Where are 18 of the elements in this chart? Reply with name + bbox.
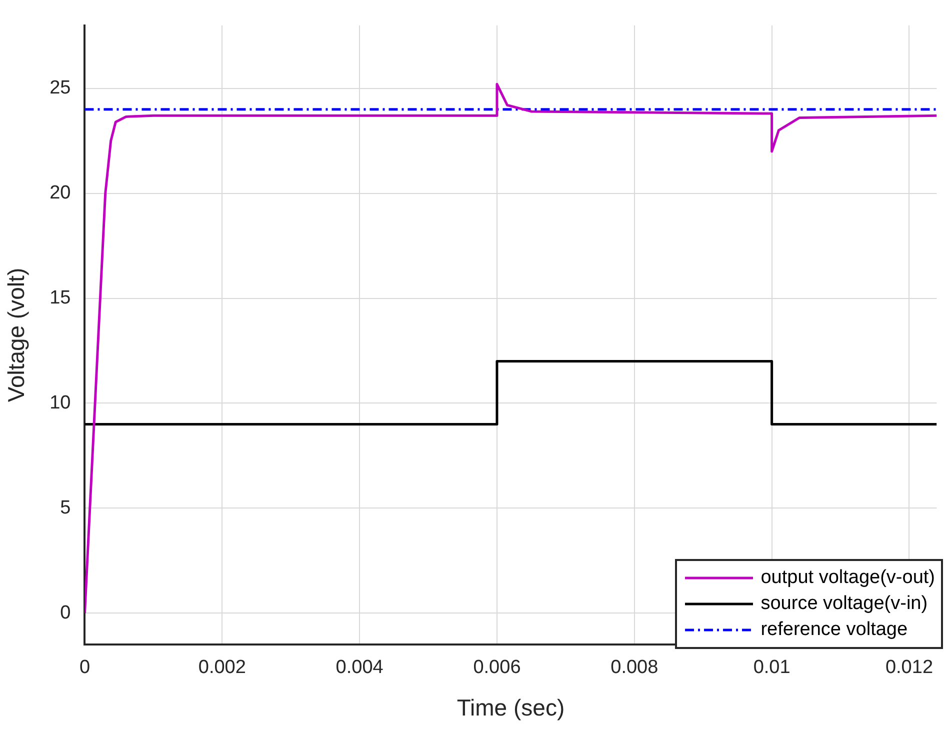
- legend-label: reference voltage: [760, 618, 908, 642]
- legend-label: source voltage(v-in): [760, 592, 928, 616]
- y-tick-label: 10: [50, 392, 71, 414]
- x-tick-label: 0.01: [753, 657, 790, 678]
- x-tick-label: 0.006: [473, 657, 521, 678]
- y-tick-label: 5: [60, 497, 71, 518]
- x-axis-title: Time (sec): [456, 694, 565, 721]
- y-tick-label: 15: [50, 288, 71, 308]
- x-tick-label: 0.004: [336, 657, 384, 678]
- y-axis-title: Voltage (volt): [3, 268, 30, 402]
- x-tick-label: 0: [79, 657, 90, 678]
- x-tick-label: 0.012: [885, 657, 933, 678]
- x-tick-label: 0.002: [198, 657, 246, 678]
- y-tick-label: 25: [50, 78, 71, 99]
- x-tick-label: 0.008: [610, 657, 658, 678]
- legend-label: output voltage(v-out): [760, 566, 935, 590]
- y-tick-label: 20: [50, 182, 71, 204]
- y-tick-label: 0: [60, 602, 71, 624]
